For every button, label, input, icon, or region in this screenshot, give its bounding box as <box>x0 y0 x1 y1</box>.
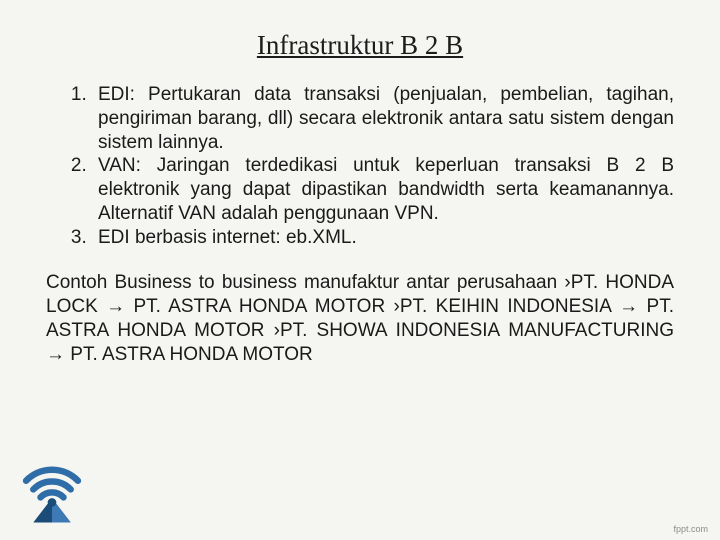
list-item: EDI: Pertukaran data transaksi (penjuala… <box>92 83 674 154</box>
list-item: EDI berbasis internet: eb.XML. <box>92 226 674 250</box>
wifi-beacon-icon <box>16 452 88 524</box>
example-paragraph: Contoh Business to business manufaktur a… <box>46 271 674 366</box>
slide: Infrastruktur B 2 B EDI: Pertukaran data… <box>0 0 720 540</box>
slide-title: Infrastruktur B 2 B <box>46 30 674 61</box>
footer-credit: fppt.com <box>673 524 708 534</box>
infrastructure-list: EDI: Pertukaran data transaksi (penjuala… <box>46 83 674 249</box>
list-item: VAN: Jaringan terdedikasi untuk keperlua… <box>92 154 674 225</box>
